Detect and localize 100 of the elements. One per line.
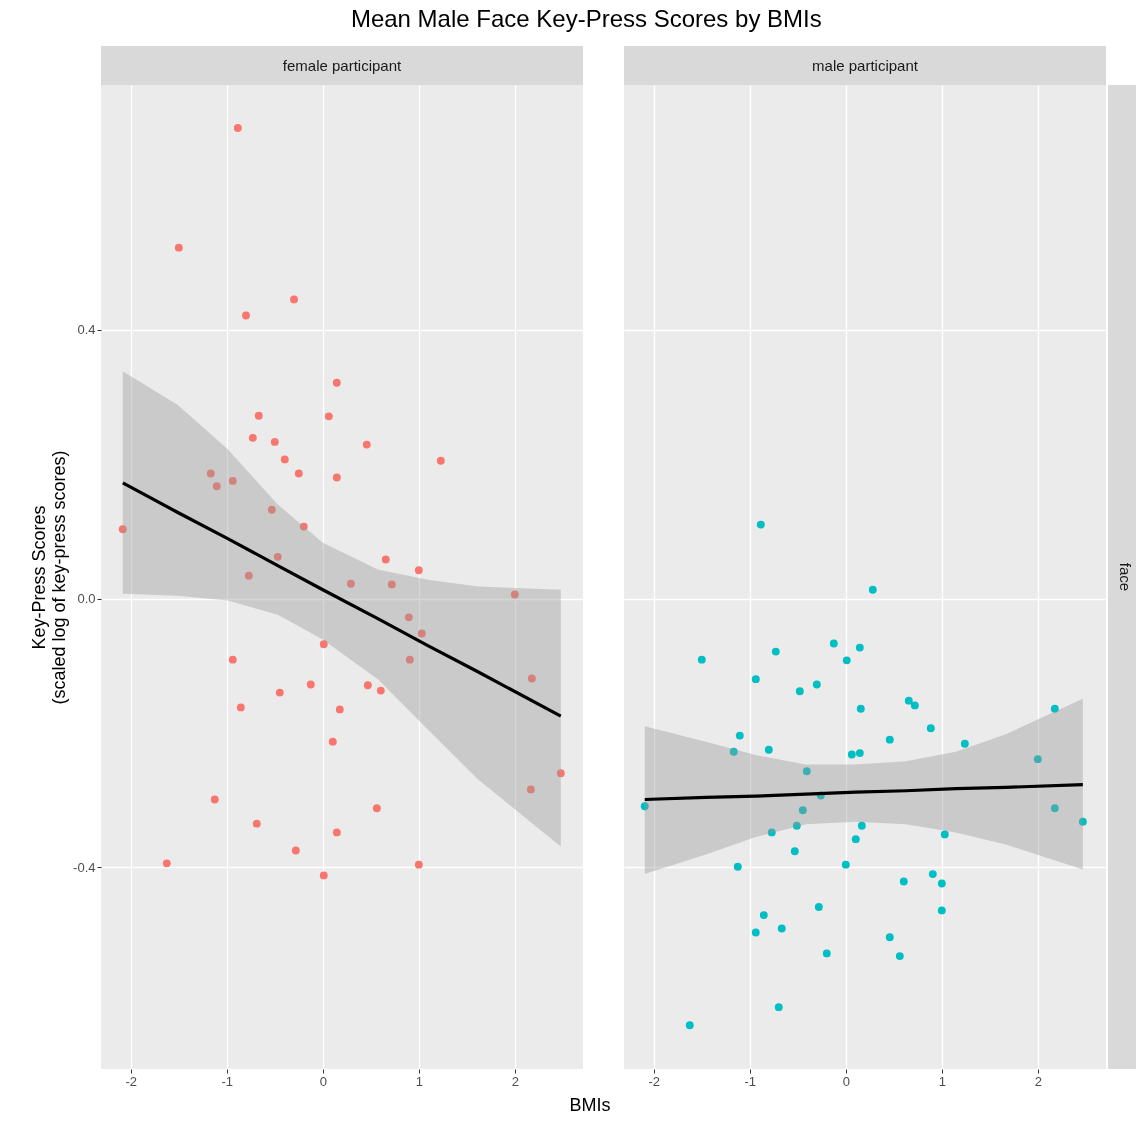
- point: [774, 1003, 783, 1012]
- point: [764, 745, 773, 754]
- line-series: [121, 481, 563, 718]
- point: [306, 680, 315, 689]
- point: [855, 749, 864, 758]
- point: [319, 640, 328, 649]
- point: [790, 847, 799, 856]
- point: [363, 681, 372, 690]
- y-tick-label: -0.4: [73, 859, 96, 875]
- point: [937, 879, 946, 888]
- x-tick-label: -2: [125, 1073, 138, 1089]
- point: [414, 566, 423, 575]
- point: [856, 704, 865, 713]
- point: [387, 580, 396, 589]
- point: [332, 378, 341, 387]
- point: [904, 696, 913, 705]
- point: [729, 747, 738, 756]
- point: [291, 846, 300, 855]
- point: [855, 643, 864, 652]
- x-tick-label: 1: [415, 1073, 423, 1089]
- point: [404, 613, 413, 622]
- point: [556, 769, 565, 778]
- point: [885, 933, 894, 942]
- point: [405, 655, 414, 664]
- x-tick-label: 1: [938, 1073, 946, 1089]
- point: [937, 906, 946, 915]
- point: [162, 859, 171, 868]
- point: [206, 469, 215, 478]
- y-tick-label: 0.4: [77, 322, 96, 338]
- point: [767, 828, 776, 837]
- x-tick-label: 2: [1034, 1073, 1042, 1089]
- x-tick-label: -1: [744, 1073, 757, 1089]
- point: [362, 440, 371, 449]
- point: [280, 455, 289, 464]
- point: [414, 860, 423, 869]
- point: [928, 870, 937, 879]
- point: [270, 437, 279, 446]
- point: [798, 806, 807, 815]
- point: [527, 674, 536, 683]
- point: [814, 903, 823, 911]
- point: [299, 522, 308, 531]
- point: [324, 412, 333, 421]
- point: [346, 579, 355, 588]
- point: [751, 928, 760, 937]
- point: [210, 795, 219, 804]
- point: [795, 687, 804, 696]
- point: [273, 552, 282, 561]
- point: [372, 804, 381, 813]
- point: [248, 433, 257, 442]
- point: [851, 835, 860, 844]
- chart-title: Mean Male Face Key-Press Scores by BMIs: [350, 5, 822, 32]
- point: [294, 469, 303, 478]
- point: [940, 830, 949, 839]
- point: [236, 703, 245, 712]
- chart-subtitle: male participant: [812, 56, 919, 74]
- point: [254, 411, 263, 420]
- point: [733, 862, 742, 871]
- point: [857, 821, 866, 830]
- point: [376, 686, 385, 695]
- point: [436, 456, 445, 465]
- point: [842, 656, 851, 665]
- point: [822, 949, 831, 958]
- point: [685, 1021, 694, 1030]
- point: [1050, 704, 1059, 713]
- x-tick-label: -2: [648, 1073, 661, 1089]
- point: [228, 655, 237, 664]
- point: [1050, 804, 1059, 813]
- point: [290, 295, 298, 304]
- x-tick-label: 0: [319, 1073, 327, 1089]
- point: [847, 750, 856, 759]
- point: [868, 585, 877, 594]
- point: [1033, 755, 1042, 764]
- point: [174, 243, 183, 252]
- text: face: [1117, 562, 1134, 592]
- point: [244, 571, 253, 580]
- point: [228, 476, 237, 485]
- point: [735, 731, 744, 740]
- point: [756, 520, 765, 529]
- point: [792, 821, 801, 830]
- point: [332, 828, 341, 837]
- point: [829, 639, 838, 648]
- point: [1078, 817, 1087, 826]
- point: [328, 737, 337, 746]
- x-tick-label: 2: [511, 1073, 519, 1089]
- point: [640, 802, 649, 811]
- point: [267, 505, 276, 514]
- point: [802, 767, 811, 776]
- point: [812, 680, 821, 689]
- point: [510, 590, 519, 599]
- point: [751, 675, 760, 684]
- x-tick-label: -1: [221, 1073, 234, 1089]
- point: [335, 705, 344, 714]
- point: [841, 860, 850, 869]
- point: [885, 735, 894, 744]
- point: [771, 647, 780, 656]
- chart-subtitle: female participant: [282, 56, 403, 74]
- point: [926, 724, 935, 733]
- x-axis-title: BMIs: [569, 1094, 611, 1115]
- point: [319, 871, 328, 880]
- point: [242, 311, 250, 320]
